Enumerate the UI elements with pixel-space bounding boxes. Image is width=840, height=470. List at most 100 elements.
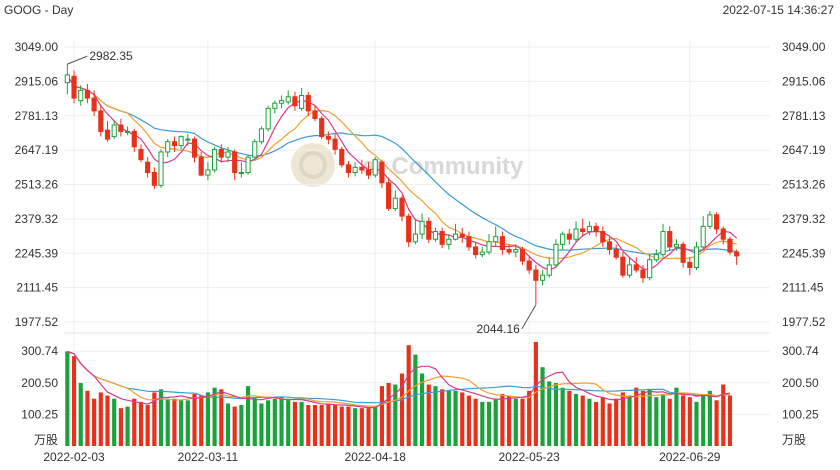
volume-bar: [627, 395, 632, 446]
volume-bar: [286, 398, 291, 446]
high-annotation: 2982.35: [67, 49, 133, 65]
candle: [626, 257, 633, 278]
volume-bar: [446, 390, 451, 446]
volume-bar: [312, 405, 318, 446]
price-tick-label-left: 2647.19: [15, 143, 59, 157]
ma20-line: [66, 74, 737, 255]
volume-bar: [547, 381, 552, 446]
volume-bar: [433, 386, 438, 446]
candle-body: [519, 249, 526, 262]
candle: [580, 218, 586, 237]
volume-bar: [654, 397, 659, 446]
volume-bar: [92, 398, 97, 446]
candle-body: [98, 110, 104, 132]
candle-body: [486, 241, 492, 253]
low-annotation: 2044.16: [476, 304, 537, 336]
candle: [386, 177, 392, 212]
candle-body: [118, 124, 124, 132]
volume-tick-label-right: 200.50: [782, 376, 819, 390]
chart-title: GOOG - Day: [4, 3, 74, 17]
volume-bar: [533, 342, 538, 446]
volume-bar: [667, 398, 672, 446]
candle: [71, 70, 77, 104]
volume-bar: [634, 387, 639, 446]
date-tick-label: 2022-02-03: [43, 450, 105, 464]
volume-bar: [326, 403, 331, 446]
volume-bar: [292, 401, 297, 446]
candle-body: [560, 233, 566, 245]
candle: [98, 104, 104, 137]
volume-bar: [252, 397, 257, 446]
price-tick-label-left: 2781.13: [15, 109, 59, 123]
candle: [459, 227, 465, 244]
annotation-leader: [521, 304, 537, 330]
price-tick-label-right: 2513.26: [782, 178, 826, 192]
candle-body: [680, 243, 686, 263]
volume-bar: [701, 394, 706, 446]
candle-body: [232, 151, 238, 174]
price-tick-label-left: 2513.26: [15, 178, 59, 192]
candle-body: [539, 274, 546, 281]
volume-tick-label-left: 300.74: [21, 344, 58, 358]
candle: [352, 162, 358, 177]
price-tick-label-left: 2379.32: [15, 212, 59, 226]
candle: [359, 159, 365, 174]
candle-body: [305, 95, 311, 112]
candle-body: [580, 228, 586, 233]
volume-bar: [553, 382, 559, 446]
candlesticks: [64, 64, 740, 305]
candle: [593, 222, 599, 237]
candle: [673, 239, 679, 251]
volume-tick-label-left: 200.50: [21, 376, 58, 390]
watermark-logo-ring-icon: [299, 151, 327, 179]
candle-body: [319, 118, 325, 138]
candle: [620, 252, 626, 278]
candle-body: [647, 259, 653, 279]
candle-body: [392, 197, 398, 209]
candle: [84, 83, 91, 104]
candle-body: [479, 251, 485, 256]
candle-body: [325, 136, 331, 140]
candle-body: [332, 138, 338, 150]
candle: [473, 241, 479, 259]
volume-bar: [614, 398, 619, 446]
candle-body: [212, 148, 218, 171]
candle-body: [339, 148, 345, 166]
volume-bar: [460, 392, 465, 446]
candle: [171, 136, 178, 152]
volume-bar: [259, 403, 264, 446]
volume-bar: [473, 398, 478, 446]
volume-bar: [138, 401, 144, 446]
volume-bar: [520, 398, 525, 446]
candle: [325, 131, 331, 145]
volume-bar: [272, 398, 277, 446]
volume-bar: [500, 394, 505, 446]
candle: [64, 64, 70, 95]
volume-bar: [540, 367, 545, 446]
candle-body: [278, 100, 285, 104]
candle: [345, 160, 352, 178]
candle: [452, 223, 459, 241]
candle: [252, 139, 258, 159]
candle-body: [252, 141, 258, 158]
candle-body: [727, 238, 733, 253]
candle-body: [439, 231, 445, 245]
volume-bar: [98, 392, 103, 446]
volume-bar: [587, 398, 592, 446]
volume-bar: [507, 395, 512, 446]
candle-body: [606, 241, 613, 251]
candle-body: [91, 97, 97, 112]
volume-bar: [714, 400, 719, 446]
candle-body: [131, 130, 137, 148]
candle: [319, 116, 325, 140]
candle: [104, 121, 111, 142]
candle-body: [145, 161, 151, 174]
candle: [78, 85, 84, 106]
candle-body: [426, 220, 432, 240]
candle: [412, 218, 418, 245]
candle-body: [138, 148, 144, 161]
candle-body: [71, 75, 77, 99]
candle: [312, 105, 318, 122]
candle: [238, 162, 244, 178]
volume-bar: [694, 401, 699, 446]
